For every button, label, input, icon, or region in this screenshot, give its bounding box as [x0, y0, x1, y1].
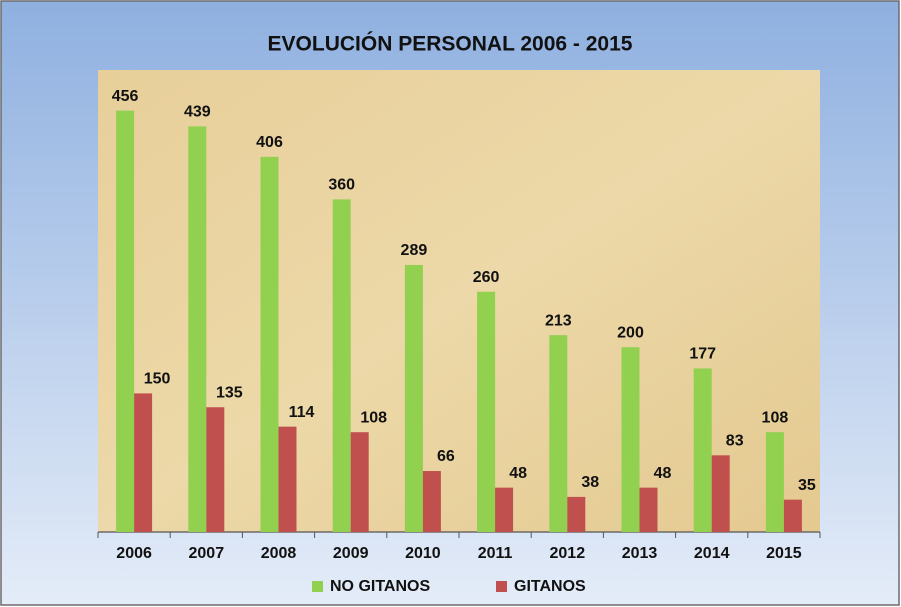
- bar: [693, 368, 712, 532]
- data-label: 135: [216, 384, 243, 401]
- legend-swatch: [496, 581, 507, 592]
- bar: [477, 291, 496, 532]
- bar: [567, 496, 586, 532]
- bar: [765, 432, 784, 532]
- data-label: 177: [689, 346, 716, 363]
- x-tick-label: 2013: [622, 545, 658, 562]
- data-label: 406: [256, 134, 283, 151]
- data-label: 38: [581, 474, 599, 491]
- bar: [206, 407, 225, 532]
- bar: [549, 335, 568, 532]
- data-label: 35: [798, 477, 816, 494]
- data-label: 289: [401, 242, 428, 259]
- data-label: 456: [112, 88, 139, 105]
- legend-label: GITANOS: [514, 578, 586, 595]
- data-label: 213: [545, 312, 572, 329]
- data-label: 260: [473, 269, 500, 286]
- x-tick-label: 2007: [189, 545, 225, 562]
- bar: [783, 499, 802, 532]
- x-tick-label: 2015: [766, 545, 802, 562]
- bar: [116, 110, 135, 532]
- data-label: 48: [509, 465, 527, 482]
- legend-swatch: [312, 581, 323, 592]
- chart-title: EVOLUCIÓN PERSONAL 2006 - 2015: [268, 32, 633, 56]
- bar: [260, 156, 279, 532]
- bar: [188, 126, 207, 532]
- x-tick-label: 2014: [694, 545, 730, 562]
- x-tick-label: 2008: [261, 545, 297, 562]
- data-label: 83: [726, 433, 744, 450]
- data-label: 200: [617, 324, 644, 341]
- x-tick-label: 2011: [478, 545, 513, 562]
- x-tick-label: 2012: [550, 545, 586, 562]
- bar: [711, 455, 730, 532]
- data-label: 360: [328, 177, 355, 194]
- bar: [332, 199, 351, 533]
- data-label: 48: [654, 465, 672, 482]
- bar: [639, 487, 658, 532]
- x-tick-label: 2006: [116, 545, 152, 562]
- x-tick-label: 2009: [333, 545, 369, 562]
- bar: [422, 471, 441, 532]
- data-label: 439: [184, 104, 211, 121]
- legend-label: NO GITANOS: [330, 578, 430, 595]
- data-label: 114: [289, 404, 315, 421]
- bar: [404, 264, 423, 532]
- x-tick-label: 2010: [405, 545, 441, 562]
- bar: [134, 393, 153, 532]
- bar: [278, 426, 297, 532]
- bar: [621, 347, 640, 532]
- bar: [495, 487, 514, 532]
- data-label: 150: [144, 371, 171, 388]
- data-label: 108: [360, 409, 387, 426]
- data-label: 66: [437, 448, 455, 465]
- bar: [350, 432, 369, 532]
- data-label: 108: [762, 409, 789, 426]
